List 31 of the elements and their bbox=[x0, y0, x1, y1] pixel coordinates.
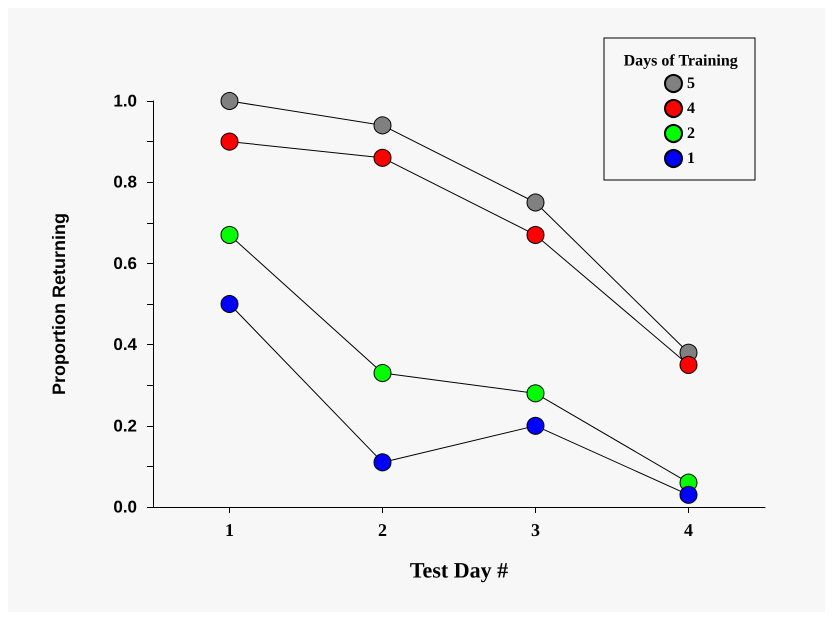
x-tick-label: 4 bbox=[684, 520, 693, 540]
y-tick-label: 0.4 bbox=[113, 335, 138, 354]
point bbox=[374, 364, 392, 382]
legend-label: 2 bbox=[687, 125, 695, 142]
y-tick-label: 0.2 bbox=[113, 416, 137, 436]
legend-title: Days of Training bbox=[624, 52, 738, 70]
x-tick-label: 3 bbox=[531, 520, 540, 540]
point bbox=[526, 384, 544, 402]
y-tick-label: 0.8 bbox=[113, 172, 137, 192]
point bbox=[374, 453, 392, 472]
point bbox=[526, 416, 544, 435]
x-tick-label: 1 bbox=[225, 520, 234, 540]
y-tick-label: 0.0 bbox=[113, 498, 137, 516]
point bbox=[220, 226, 238, 244]
point bbox=[680, 486, 698, 504]
y-tick-label: 0.6 bbox=[113, 254, 137, 273]
point bbox=[220, 295, 238, 313]
point bbox=[374, 116, 392, 134]
point bbox=[680, 356, 698, 374]
x-axis-title: Test Day # bbox=[410, 558, 508, 582]
point bbox=[220, 92, 238, 110]
point bbox=[374, 148, 392, 167]
y-axis-title: Proportion Returning bbox=[49, 213, 69, 395]
point bbox=[526, 226, 544, 244]
y-tick-label: 1.0 bbox=[113, 92, 137, 110]
legend-label: 1 bbox=[687, 150, 695, 167]
point bbox=[220, 132, 238, 151]
legend-label: 5 bbox=[687, 75, 695, 92]
point bbox=[526, 194, 544, 212]
legend-label: 4 bbox=[687, 100, 695, 117]
x-tick-label: 2 bbox=[378, 520, 387, 540]
